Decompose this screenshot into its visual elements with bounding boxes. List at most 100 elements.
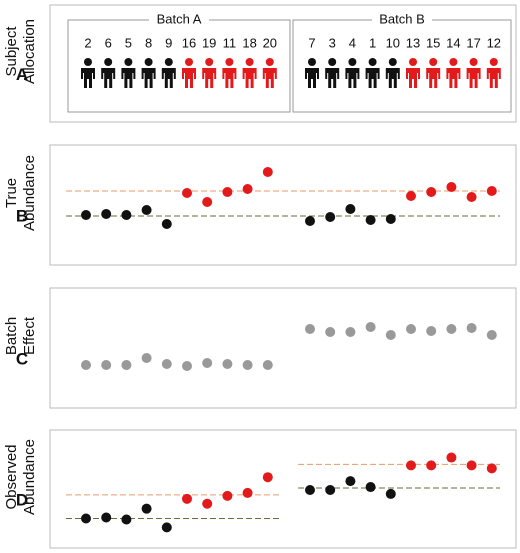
dot bbox=[222, 490, 233, 501]
dot bbox=[446, 452, 457, 463]
dot bbox=[161, 359, 172, 369]
dot bbox=[486, 186, 497, 196]
person-body bbox=[305, 68, 319, 88]
subject-id: 14 bbox=[446, 35, 460, 50]
subject-id: 13 bbox=[406, 35, 420, 50]
subject-id: 20 bbox=[263, 35, 277, 50]
dot bbox=[81, 360, 91, 370]
subject-id: 5 bbox=[125, 35, 132, 50]
dot bbox=[141, 353, 152, 363]
person-body bbox=[426, 68, 441, 88]
dot bbox=[466, 323, 477, 333]
person-icon bbox=[141, 58, 156, 88]
person-head bbox=[225, 58, 234, 66]
person-head bbox=[469, 58, 478, 66]
panel-ylabel: Abundance bbox=[21, 439, 38, 515]
person-body bbox=[345, 68, 360, 88]
person-icon bbox=[262, 58, 277, 88]
batch-box bbox=[67, 19, 291, 113]
dot bbox=[325, 484, 336, 495]
person-body bbox=[446, 68, 461, 88]
dot bbox=[385, 214, 396, 224]
panel-frame bbox=[49, 144, 517, 266]
dot bbox=[446, 182, 457, 192]
person-icon bbox=[466, 58, 481, 88]
person-head bbox=[328, 58, 337, 66]
dot bbox=[222, 359, 233, 369]
dot bbox=[365, 215, 376, 225]
panel-letter: A bbox=[16, 65, 28, 84]
person-head bbox=[124, 58, 133, 66]
dot bbox=[305, 324, 315, 334]
dot bbox=[305, 484, 315, 495]
dot bbox=[426, 326, 437, 336]
person-body bbox=[466, 68, 481, 88]
panel-ylabel: Subject bbox=[3, 26, 20, 77]
batch-label: Batch A bbox=[157, 11, 202, 26]
dot bbox=[242, 184, 253, 194]
dot bbox=[202, 358, 213, 368]
subject-id: 6 bbox=[105, 35, 112, 50]
person-head bbox=[245, 58, 254, 66]
dot bbox=[202, 197, 213, 207]
person-head bbox=[104, 58, 113, 66]
person-head bbox=[449, 58, 458, 66]
person-head bbox=[368, 58, 377, 66]
person-icon bbox=[446, 58, 461, 88]
dot bbox=[121, 360, 132, 370]
dot bbox=[141, 205, 152, 215]
person-head bbox=[429, 58, 438, 66]
subject-id: 17 bbox=[466, 35, 480, 50]
person-head bbox=[144, 58, 153, 66]
dot bbox=[466, 460, 477, 471]
dot bbox=[81, 210, 91, 220]
person-icon bbox=[486, 58, 501, 88]
dot bbox=[486, 463, 497, 474]
dot bbox=[305, 216, 315, 226]
person-icon bbox=[121, 58, 136, 88]
person-head bbox=[205, 58, 214, 66]
person-body bbox=[141, 68, 156, 88]
subject-id: 3 bbox=[329, 35, 336, 50]
dot bbox=[202, 498, 213, 509]
subject-id: 8 bbox=[145, 35, 152, 50]
subject-id: 1 bbox=[369, 35, 376, 50]
dot bbox=[121, 210, 132, 220]
dot bbox=[222, 187, 233, 197]
subject-id: 11 bbox=[223, 35, 237, 50]
person-body bbox=[202, 68, 217, 88]
dot bbox=[365, 482, 376, 493]
panel-ylabel: True bbox=[3, 178, 20, 208]
dot bbox=[242, 360, 253, 370]
person-icon bbox=[305, 58, 319, 88]
person-head bbox=[84, 58, 92, 66]
dot bbox=[81, 513, 91, 524]
dot bbox=[466, 192, 477, 202]
person-body bbox=[81, 68, 95, 88]
person-head bbox=[388, 58, 397, 66]
dot bbox=[486, 330, 497, 340]
dot bbox=[262, 360, 273, 370]
person-body bbox=[182, 68, 196, 88]
person-body bbox=[242, 68, 257, 88]
subject-id: 4 bbox=[349, 35, 356, 50]
dot bbox=[385, 330, 396, 340]
person-head bbox=[185, 58, 193, 66]
dot bbox=[345, 327, 356, 337]
person-icon bbox=[385, 58, 400, 88]
subject-id: 16 bbox=[182, 35, 196, 50]
dot bbox=[182, 188, 192, 198]
dot bbox=[406, 324, 416, 334]
person-body bbox=[262, 68, 277, 88]
panel-frame bbox=[49, 4, 517, 123]
dot bbox=[182, 361, 192, 371]
person-icon bbox=[426, 58, 441, 88]
person-icon bbox=[325, 58, 340, 88]
person-head bbox=[409, 58, 417, 66]
dot bbox=[182, 493, 192, 504]
person-body bbox=[486, 68, 501, 88]
dot bbox=[365, 322, 376, 332]
person-body bbox=[325, 68, 340, 88]
dot bbox=[262, 472, 273, 483]
dot bbox=[406, 460, 416, 471]
